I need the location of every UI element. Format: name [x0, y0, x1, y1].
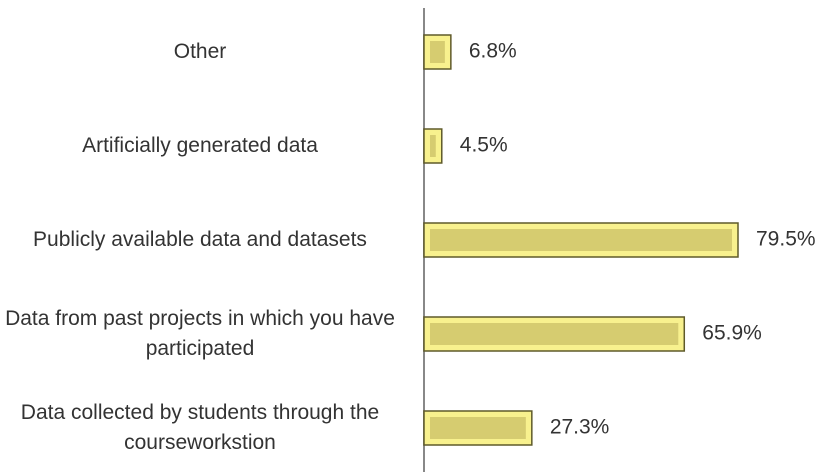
value-label: 6.8%: [469, 40, 517, 63]
value-label: 4.5%: [460, 134, 508, 157]
bar-inner: [430, 417, 526, 439]
bar-inner: [430, 229, 732, 251]
category-label: Other: [173, 40, 227, 63]
category-label: Publicly available data and datasets: [33, 228, 367, 251]
value-label: 65.9%: [702, 322, 762, 345]
value-label: 79.5%: [756, 228, 816, 251]
bar-inner: [430, 41, 445, 63]
category-label: Data from past projects in which you hav…: [5, 307, 395, 360]
category-label: Artificially generated data: [82, 134, 318, 157]
category-label: Data collected by students through the c…: [20, 401, 380, 454]
value-label: 27.3%: [550, 416, 610, 439]
bar-inner: [430, 135, 436, 157]
bar-inner: [430, 323, 679, 345]
